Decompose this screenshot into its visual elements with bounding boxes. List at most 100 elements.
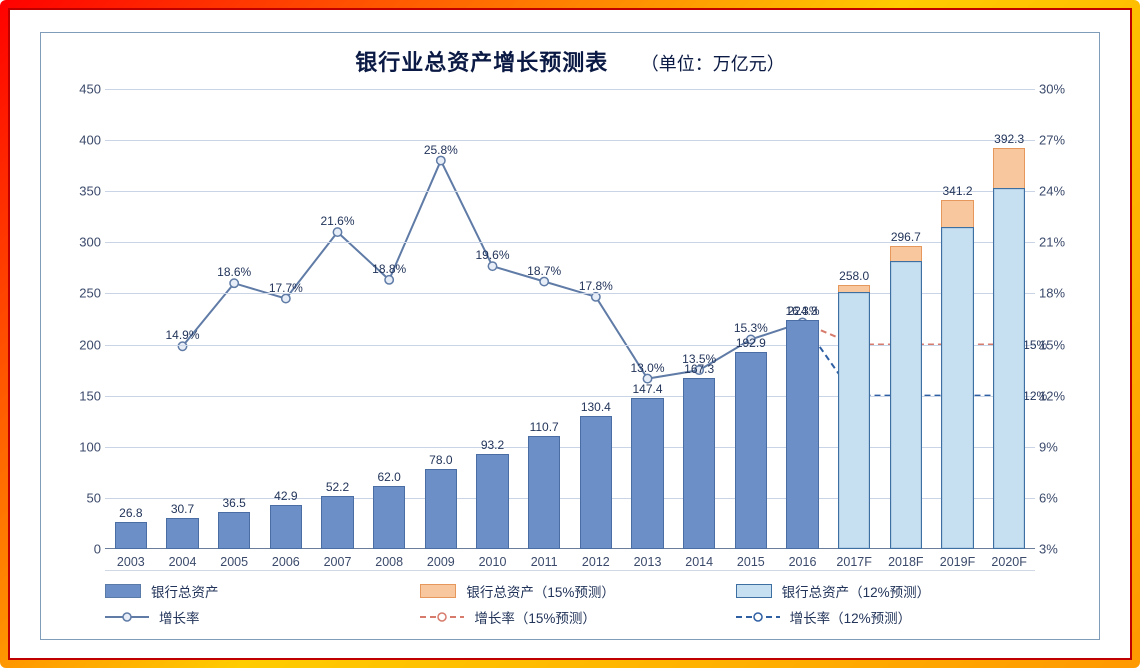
line-label: 25.8% <box>424 143 458 157</box>
bar-label: 110.7 <box>530 420 559 434</box>
y-right-tick: 21% <box>1039 235 1081 250</box>
line-label: 14.9% <box>165 328 199 342</box>
bar-label: 341.2 <box>942 184 972 198</box>
x-tick-label: 2003 <box>117 555 145 569</box>
bar-label: 296.7 <box>891 230 921 244</box>
bar <box>528 436 560 549</box>
bar-label: 36.5 <box>222 496 245 510</box>
x-tick-label: 2014 <box>685 555 713 569</box>
y-left-tick: 300 <box>63 235 101 250</box>
legend-item-bar-12: 银行总资产（12%预测） <box>736 581 1035 601</box>
bar <box>941 227 973 549</box>
x-tick-label: 2019F <box>940 555 975 569</box>
line-label: 19.6% <box>475 248 509 262</box>
x-tick-label: 2005 <box>220 555 248 569</box>
bar-label: 93.2 <box>481 438 504 452</box>
bar <box>373 486 405 549</box>
x-tick-label: 2017F <box>836 555 871 569</box>
bar <box>735 352 767 549</box>
legend-label: 银行总资产（15%预测） <box>466 581 615 601</box>
y-left-tick: 0 <box>63 542 101 557</box>
x-tick-label: 2007 <box>324 555 352 569</box>
legend-item-bar-15: 银行总资产（15%预测） <box>420 581 719 601</box>
bar-label: 258.0 <box>839 269 869 283</box>
legend-label: 增长率 <box>159 607 200 627</box>
x-tick-label: 2015 <box>737 555 765 569</box>
gridline <box>105 140 1035 141</box>
x-tick-label: 2013 <box>634 555 662 569</box>
bar-label: 78.0 <box>429 453 452 467</box>
legend-label: 银行总资产（12%预测） <box>782 581 931 601</box>
x-tick-label: 2011 <box>531 555 558 569</box>
x-tick-label: 2018F <box>888 555 923 569</box>
legend-swatch-orange <box>420 584 456 598</box>
y-right-tick: 9% <box>1039 439 1081 454</box>
bar-label: 192.9 <box>736 336 766 350</box>
bar <box>476 454 508 549</box>
y-left-tick: 200 <box>63 337 101 352</box>
x-tick-label: 2009 <box>427 555 455 569</box>
legend-label: 增长率（12%预测） <box>790 607 912 627</box>
bar-label: 52.2 <box>326 480 349 494</box>
x-tick-label: 2012 <box>582 555 610 569</box>
y-right-tick: 30% <box>1039 82 1081 97</box>
y-left-tick: 450 <box>63 82 101 97</box>
bar-label: 392.3 <box>994 132 1024 146</box>
line-label: 18.7% <box>527 264 561 278</box>
bar <box>993 188 1025 549</box>
legend-label: 增长率（15%预测） <box>474 607 596 627</box>
x-tick-label: 2008 <box>375 555 403 569</box>
line-label: 17.8% <box>579 279 613 293</box>
bar <box>425 469 457 549</box>
bar-label: 130.4 <box>581 400 611 414</box>
legend-item-bar-actual: 银行总资产 <box>105 581 404 601</box>
y-right-tick: 27% <box>1039 133 1081 148</box>
bar <box>321 496 353 549</box>
line-label: 21.6% <box>320 214 354 228</box>
legend-item-line-actual: 增长率 <box>105 607 404 627</box>
bar <box>270 505 302 549</box>
x-tick-label: 2016 <box>789 555 817 569</box>
x-tick-label: 2006 <box>272 555 300 569</box>
bar <box>631 398 663 549</box>
y-left-tick: 400 <box>63 133 101 148</box>
line-label: 17.7% <box>269 281 303 295</box>
y-left-tick: 150 <box>63 388 101 403</box>
bar <box>218 512 250 549</box>
chart-container: 银行业总资产增长预测表 （单位：万亿元） 0501001502002503003… <box>40 32 1100 640</box>
line-label: 18.8% <box>372 262 406 276</box>
bar <box>786 320 818 549</box>
y-left-tick: 250 <box>63 286 101 301</box>
bar <box>838 292 870 549</box>
line-end-label: 15% <box>1023 338 1047 352</box>
y-right-tick: 18% <box>1039 286 1081 301</box>
y-right-tick: 24% <box>1039 184 1081 199</box>
frame-gradient: 银行业总资产增长预测表 （单位：万亿元） 0501001502002503003… <box>0 0 1140 668</box>
line-label: 18.6% <box>217 265 251 279</box>
line-label: 13.5% <box>682 352 716 366</box>
legend-label: 银行总资产 <box>151 581 219 601</box>
legend-line-icon <box>736 610 780 624</box>
y-left-tick: 350 <box>63 184 101 199</box>
y-right-tick: 3% <box>1039 542 1081 557</box>
chart-title-row: 银行业总资产增长预测表 （单位：万亿元） <box>41 45 1099 77</box>
chart-unit: （单位：万亿元） <box>641 54 785 74</box>
legend-line-icon <box>420 610 464 624</box>
x-tick-label: 2020F <box>991 555 1026 569</box>
y-left-tick: 50 <box>63 490 101 505</box>
bar-label: 62.0 <box>377 470 400 484</box>
legend-item-line-15: 增长率（15%预测） <box>420 607 719 627</box>
x-tick-label: 2010 <box>479 555 507 569</box>
line-label: 15.3% <box>734 321 768 335</box>
gridline <box>105 89 1035 90</box>
bar-label: 42.9 <box>274 489 297 503</box>
legend-swatch-light <box>736 584 772 598</box>
chart-title: 银行业总资产增长预测表 <box>355 50 608 75</box>
y-right-tick: 6% <box>1039 490 1081 505</box>
bar <box>890 261 922 549</box>
bar <box>115 522 147 549</box>
plot-area: 0501001502002503003504004503%6%9%12%15%1… <box>105 89 1035 549</box>
line-label: 13.0% <box>630 361 664 375</box>
line-label: 16.3% <box>785 304 819 318</box>
gridline <box>105 191 1035 192</box>
